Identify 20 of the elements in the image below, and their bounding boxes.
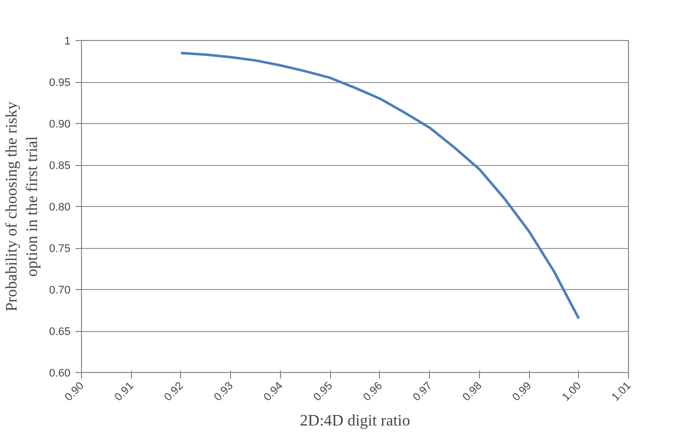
y-tick-label: 0.95 — [49, 77, 71, 89]
y-tick-label: 0.85 — [49, 160, 71, 172]
y-tick-label: 0.75 — [49, 243, 71, 255]
y-tick-label: 1 — [64, 36, 71, 48]
y-tick-label: 0.90 — [49, 118, 71, 130]
x-tick-label: 0.91 — [112, 380, 136, 404]
x-tick-label: 0.94 — [262, 380, 286, 404]
y-tick-label: 0.60 — [49, 368, 71, 380]
y-tick-label: 0.70 — [49, 284, 71, 296]
x-tick-label: 0.98 — [460, 380, 484, 404]
x-tick-label: 0.93 — [212, 380, 236, 404]
x-axis-title: 2D:4D digit ratio — [300, 412, 410, 430]
y-tick-label: 0.65 — [49, 326, 71, 338]
x-tick-label: 1.01 — [610, 380, 634, 404]
x-tick-label: 0.96 — [361, 380, 385, 404]
line-series — [180, 52, 580, 320]
y-axis-title: Probability of choosing the risky option in the first trial — [4, 102, 42, 312]
x-tick-label: 0.92 — [162, 380, 186, 404]
x-tick-label: 0.99 — [510, 380, 534, 404]
y-tick-label: 0.80 — [49, 202, 71, 214]
